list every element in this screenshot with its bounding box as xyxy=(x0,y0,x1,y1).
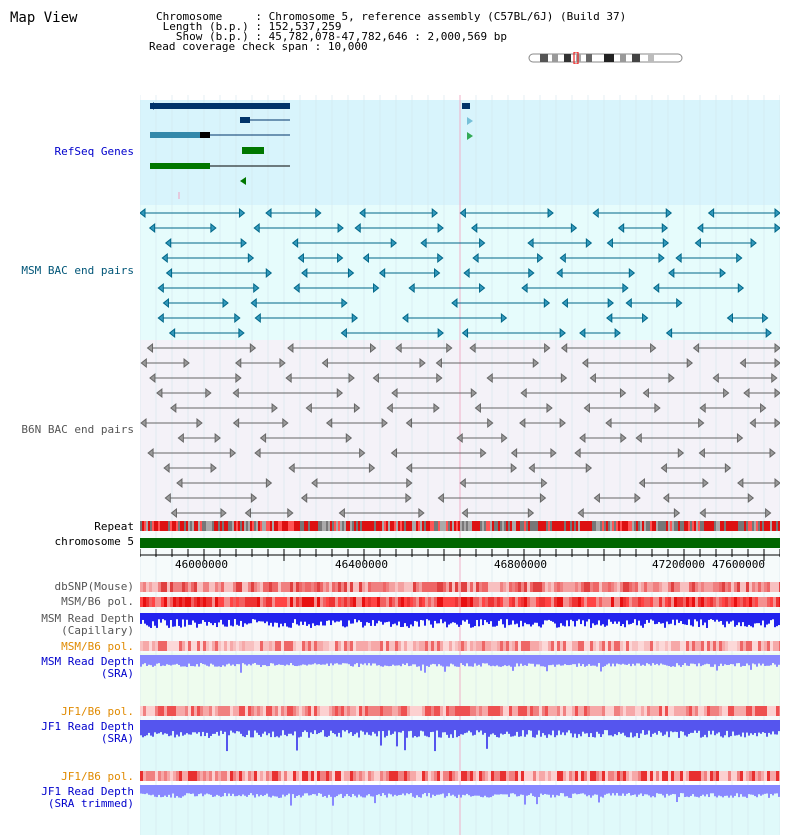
track-label-refseq: RefSeq Genes xyxy=(54,145,134,158)
track-label-msm-b6-pol: MSM/B6 pol. xyxy=(61,595,134,608)
track-label-jf1-depth-sra: JF1 Read Depth (SRA) xyxy=(41,720,134,745)
dbsnp-track xyxy=(140,582,780,592)
header-show: Show (b.p.) : 45,782,078-47,782,646 : 2,… xyxy=(175,30,508,43)
axis-ticks xyxy=(140,549,780,561)
axis-tick-label: 47600000 xyxy=(712,558,765,571)
track-label-msm-depth-cap: MSM Read Depth (Capillary) xyxy=(41,612,134,637)
track-label-jf1-b6-pol-2: JF1/B6 pol. xyxy=(61,770,134,783)
msm-depth-sra xyxy=(140,655,780,673)
track-label-repeat: Repeat xyxy=(94,520,134,533)
axis-tick-label: 46400000 xyxy=(335,558,388,571)
axis-tick-label: 46000000 xyxy=(175,558,228,571)
msm-b6-pol-track xyxy=(140,597,780,607)
repeat-track xyxy=(140,521,780,531)
map-plot[interactable] xyxy=(140,95,780,835)
track-label-msm-bac: MSM BAC end pairs xyxy=(21,264,134,277)
header-coverage: Read coverage check span : 10,000 xyxy=(149,40,368,53)
page-title: Map View xyxy=(10,10,78,26)
track-label-b6n-bac: B6N BAC end pairs xyxy=(21,423,134,436)
jf1-depth-sra xyxy=(140,720,780,752)
track-label-jf1-b6-pol: JF1/B6 pol. xyxy=(61,705,134,718)
msm-depth-capillary xyxy=(140,613,780,628)
track-label-dbsnp: dbSNP(Mouse) xyxy=(54,580,134,593)
refseq-genes xyxy=(150,102,473,199)
chromosome-bar xyxy=(140,538,780,548)
header-length: Length (b.p.) : 152,537,259 xyxy=(162,20,342,33)
axis-tick-label: 47200000 xyxy=(652,558,705,571)
track-label-chromosome: chromosome 5 xyxy=(54,535,134,548)
track-label-jf1-depth-trim: JF1 Read Depth (SRA trimmed) xyxy=(41,785,134,810)
jf1-b6-pol-track-2 xyxy=(140,771,780,781)
msm-b6-pol-track-2 xyxy=(140,641,780,651)
b6n-bac-pairs xyxy=(140,342,780,519)
chromosome-ideogram[interactable] xyxy=(528,52,684,64)
jf1-b6-pol-track xyxy=(140,706,780,716)
track-label-msm-b6-pol-2: MSM/B6 pol. xyxy=(61,640,134,653)
msm-bac-pairs xyxy=(140,207,780,339)
jf1-depth-trim xyxy=(140,785,780,806)
header-chromosome: Chromosome : Chromosome 5, reference ass… xyxy=(156,10,627,23)
axis-tick-label: 46800000 xyxy=(494,558,547,571)
track-label-msm-depth-sra: MSM Read Depth (SRA) xyxy=(41,655,134,680)
